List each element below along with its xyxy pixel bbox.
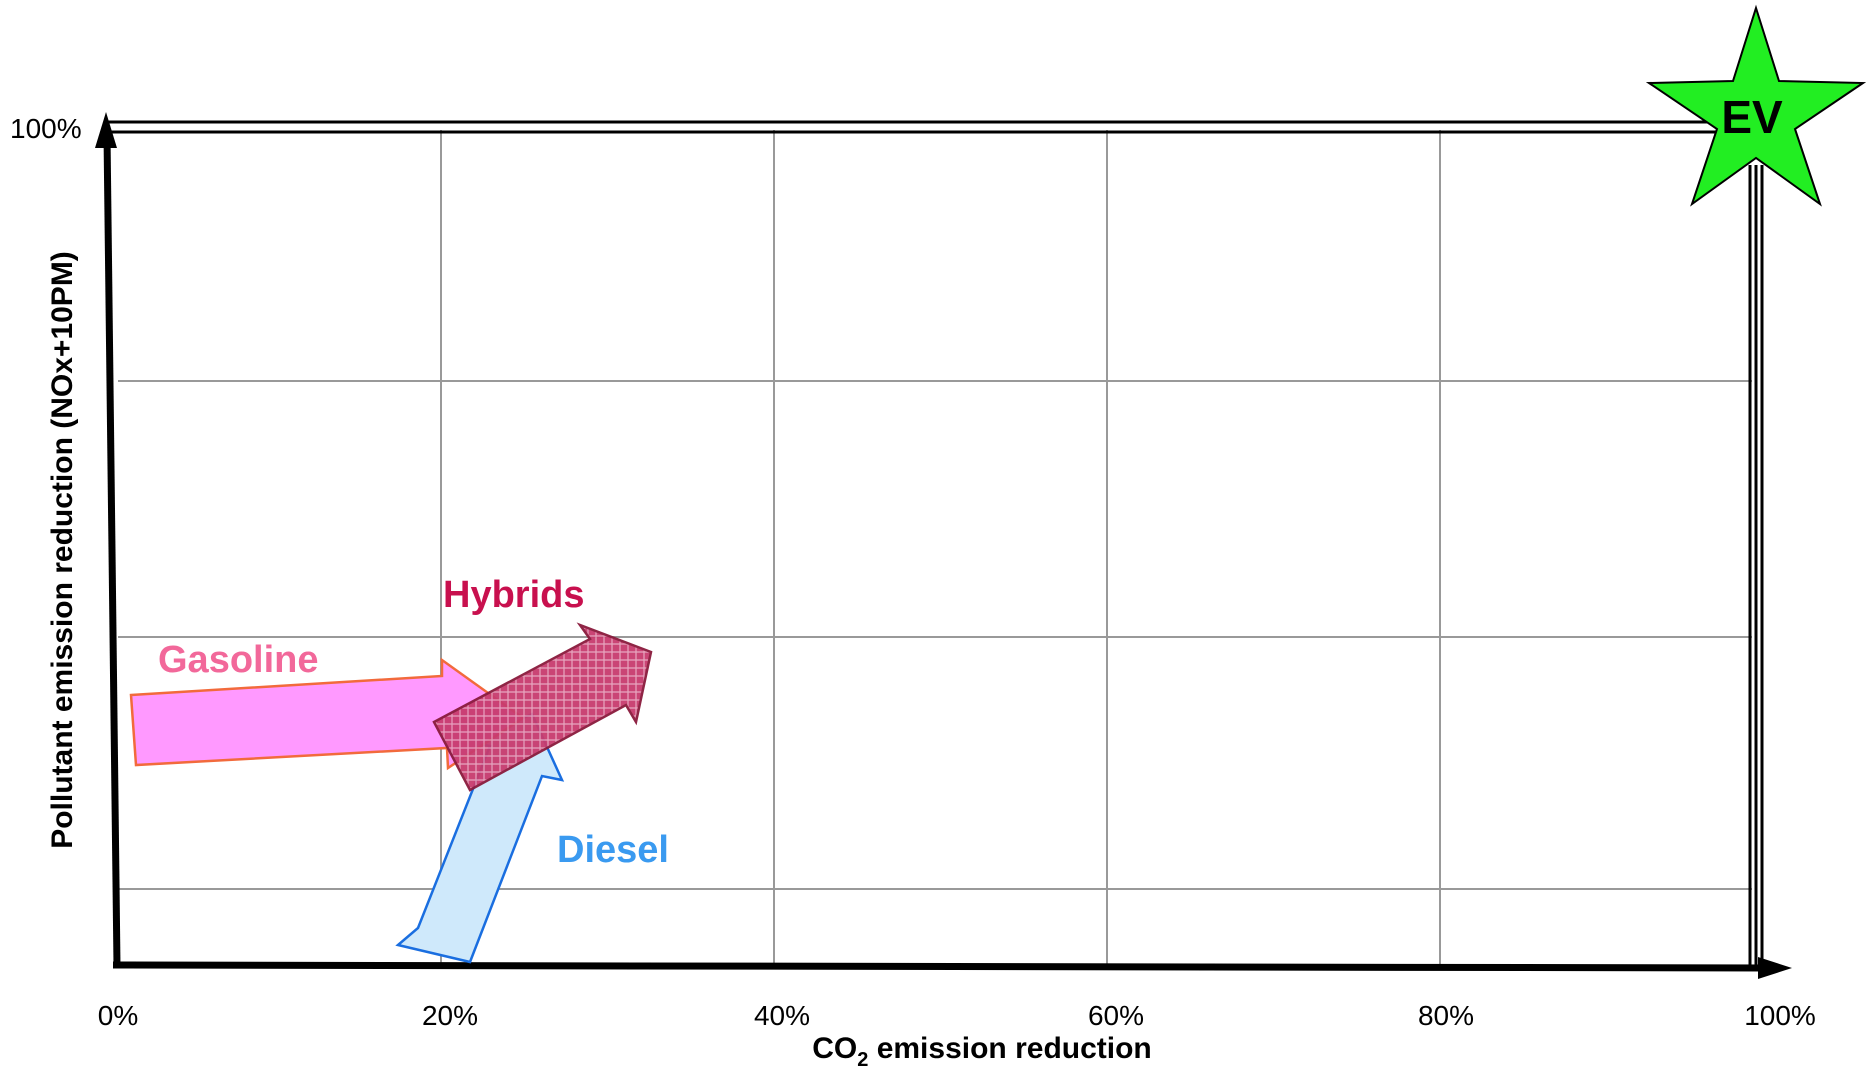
x-tick-label: 0% [98, 1000, 138, 1031]
x-axis-title-prefix: CO [812, 1032, 857, 1065]
y-axis-title: Pollutant emission reduction (NOx+10PM) [46, 251, 79, 849]
x-tick-labels: 0% 20% 40% 60% 80% 100% [98, 1000, 1816, 1031]
x-tick-label: 40% [754, 1000, 810, 1031]
star-icon [1645, 4, 1867, 207]
x-axis-title-subscript: 2 [857, 1049, 868, 1070]
y-axis-top-label: 100% [10, 113, 82, 144]
y-axis [95, 112, 121, 967]
grid [118, 130, 1752, 965]
series-label-gasoline: Gasoline [158, 639, 319, 681]
right-border [1748, 165, 1764, 965]
x-tick-label: 100% [1744, 1000, 1816, 1031]
x-tick-label: 60% [1088, 1000, 1144, 1031]
x-axis-title-suffix: emission reduction [868, 1032, 1151, 1065]
hybrids-arrow [432, 622, 653, 792]
ev-label: EV [1721, 91, 1783, 143]
series-label-hybrids: Hybrids [443, 574, 584, 616]
x-tick-label: 20% [422, 1000, 478, 1031]
top-border [108, 120, 1760, 134]
x-tick-label: 80% [1418, 1000, 1474, 1031]
series-label-diesel: Diesel [557, 829, 669, 871]
ev-target: EV [1645, 4, 1867, 207]
y-axis-arrowhead [95, 112, 117, 148]
x-axis-arrowhead [1758, 957, 1792, 979]
x-axis [112, 957, 1792, 979]
x-axis-title: CO2 emission reduction [812, 1032, 1152, 1070]
